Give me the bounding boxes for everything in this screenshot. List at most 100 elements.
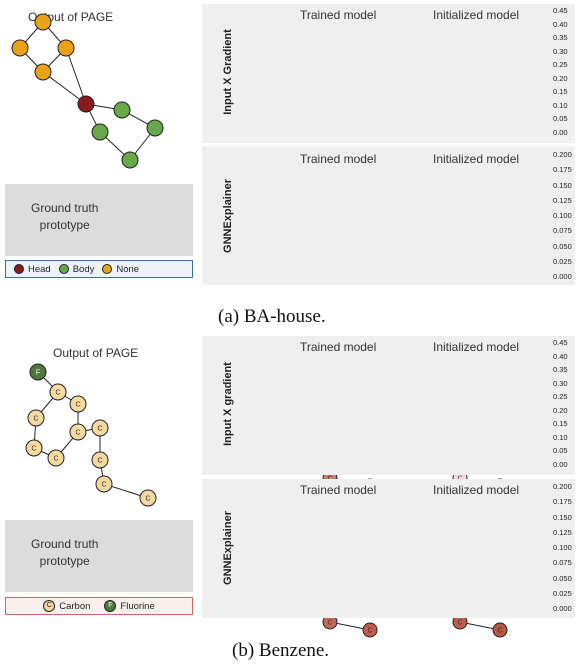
bz-panel-gnnexp (202, 479, 575, 618)
ba-panel-ixg (202, 4, 575, 143)
ba-ixg-col-init: Initialized model (433, 8, 520, 22)
colorbar-tick-label: 0.050 (553, 241, 572, 251)
bz-ixg-col-trained: Trained model (300, 340, 377, 354)
legend-body: Body (58, 263, 95, 275)
colorbar-tick-label: 0.00 (553, 128, 568, 137)
colorbar-tick-label: 0.050 (553, 573, 572, 583)
colorbar-tick-label: 0.125 (553, 195, 572, 205)
colorbar-tick-label: 0.100 (553, 211, 572, 220)
colorbar-tick-label: 0.075 (553, 226, 572, 236)
colorbar-tick-label: 0.000 (553, 272, 572, 281)
ba-method-ixg: Input X Gradient (222, 29, 234, 115)
bz-gnn-init-node-label: C (497, 628, 502, 635)
bz-ixg-col-init: Initialized model (433, 340, 520, 354)
fluorine-dot-icon: F (104, 600, 117, 612)
bz-method-ixg: Input X gradient (222, 362, 234, 446)
bz-gnn-trained-node (362, 622, 378, 638)
bz-page-node-label: C (53, 456, 58, 463)
bz-gnn-trained-node-label: C (367, 628, 372, 635)
bz-page-node-label: C (97, 426, 102, 433)
bz-legend: C Carbon F Fluorine (5, 597, 193, 615)
bz-page-node (139, 489, 157, 507)
bz-panel-ixg (202, 336, 575, 475)
colorbar-tick-label: 0.10 (553, 100, 568, 110)
bz-page-node-label: F (36, 370, 40, 377)
colorbar-tick-label: 0.025 (553, 256, 572, 266)
colorbar-tick-label: 0.45 (553, 338, 568, 347)
colorbar-tick-label: 0.100 (553, 543, 572, 552)
bz-gnn-init-node-label: C (457, 620, 462, 627)
colorbar-tick-label: 0.30 (553, 46, 568, 56)
bz-page-node-label: C (55, 390, 60, 397)
legend-carbon-label: Carbon (59, 600, 91, 612)
colorbar-tick-label: 0.000 (553, 604, 572, 613)
ba-ground-truth-box: Ground truth prototype (5, 184, 193, 256)
ba-gnn-col-init: Initialized model (433, 152, 520, 166)
legend-fluorine-label: Fluorine (120, 600, 155, 612)
colorbar-tick-label: 0.175 (553, 165, 572, 175)
bz-method-gnnexp: GNNExplainer (222, 511, 234, 585)
bz-page-node (47, 449, 65, 467)
colorbar-tick-label: 0.200 (553, 150, 572, 159)
body-dot-icon (58, 264, 69, 274)
colorbar-tick-label: 0.20 (553, 73, 568, 83)
colorbar-tick-label: 0.45 (553, 6, 568, 15)
ba-caption: (a) BA-house. (218, 306, 326, 327)
ba-page-node (121, 151, 139, 169)
ba-page-node (146, 119, 164, 137)
legend-head-label: Head (28, 263, 51, 275)
bz-page-node-label: C (101, 482, 106, 489)
bz-page-node-label: C (33, 416, 38, 423)
colorbar-tick-label: 0.15 (553, 419, 568, 429)
colorbar-tick-label: 0.075 (553, 558, 572, 568)
colorbar-tick-label: 0.15 (553, 87, 568, 97)
bz-gnn-trained-node-label: C (327, 620, 332, 627)
colorbar-tick-label: 0.35 (553, 33, 568, 43)
carbon-dot-icon: C (43, 600, 56, 612)
bz-page-node (95, 475, 113, 493)
colorbar-tick-label: 0.200 (553, 482, 572, 491)
legend-none: None (102, 264, 139, 275)
bz-gnn-init-node (492, 622, 508, 638)
ba-ixg-col-trained: Trained model (300, 8, 377, 22)
bz-page-node-label: C (145, 496, 150, 503)
colorbar-tick-label: 0.30 (553, 378, 568, 388)
colorbar-tick-label: 0.175 (553, 497, 572, 507)
colorbar-tick-label: 0.150 (553, 512, 572, 522)
legend-none-label: None (116, 263, 140, 275)
none-dot-icon (102, 264, 113, 274)
ba-page-node (77, 95, 95, 113)
ba-legend: Head Body None (5, 260, 193, 278)
bz-page-node-label: C (97, 458, 102, 465)
colorbar-tick-label: 0.25 (553, 60, 568, 70)
colorbar-tick-label: 0.125 (553, 527, 572, 537)
bz-caption: (b) Benzene. (232, 640, 330, 661)
ba-page-node (34, 63, 52, 81)
ba-page-edge (65, 47, 87, 105)
bz-ground-truth-label: Ground truth prototype (31, 537, 99, 568)
ba-page-edge (42, 71, 87, 105)
colorbar-tick-label: 0.10 (553, 432, 568, 442)
colorbar-tick-label: 0.25 (553, 392, 568, 402)
colorbar-tick-label: 0.025 (553, 588, 572, 598)
bz-gnn-col-trained: Trained model (300, 483, 377, 497)
bz-page-node (25, 439, 43, 457)
colorbar-tick-label: 0.150 (553, 180, 572, 190)
bz-gnn-col-init: Initialized model (433, 483, 520, 497)
bz-ground-truth-box: Ground truth prototype (5, 520, 193, 592)
colorbar-tick-label: 0.00 (553, 460, 568, 469)
colorbar-tick-label: 0.05 (553, 446, 568, 456)
bz-page-node (27, 409, 45, 427)
ba-ground-truth-label: Ground truth prototype (31, 201, 99, 232)
legend-body-label: Body (72, 263, 95, 275)
bz-page-node-label: C (75, 402, 80, 409)
legend-fluorine: F Fluorine (104, 600, 155, 612)
ba-gnn-col-trained: Trained model (300, 152, 377, 166)
bz-page-node (29, 363, 47, 381)
ba-page-node (57, 39, 75, 57)
ba-page-node (34, 13, 52, 31)
bz-page-node (91, 419, 109, 437)
colorbar-tick-label: 0.40 (553, 351, 568, 361)
ba-page-node (91, 123, 109, 141)
ba-panel-gnnexp (202, 146, 575, 285)
